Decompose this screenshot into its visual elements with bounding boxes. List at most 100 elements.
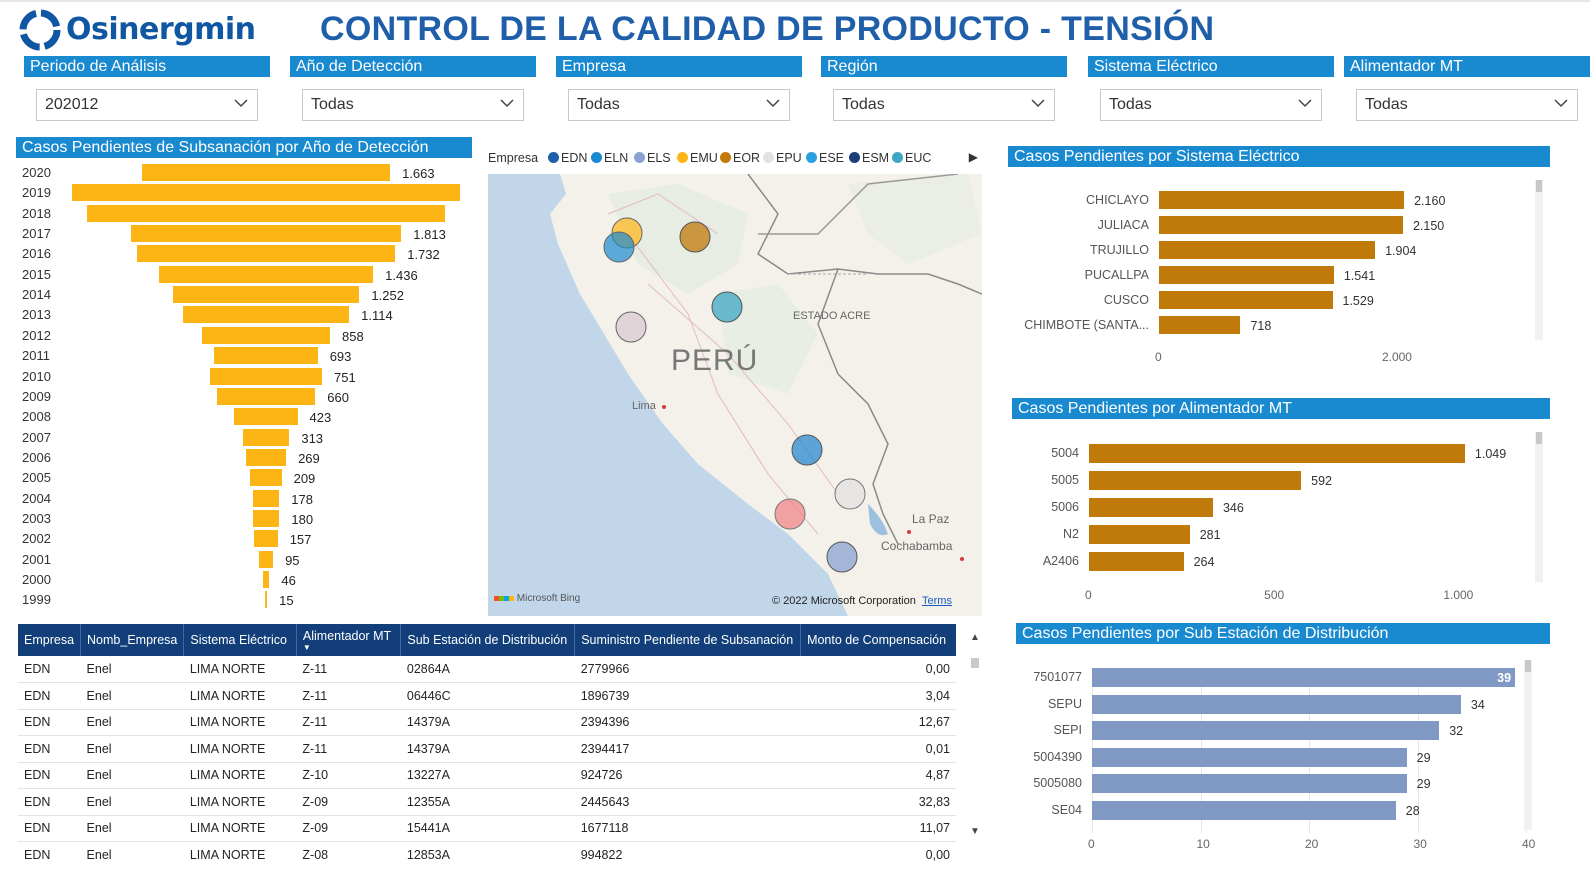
funnel-bar[interactable] [201, 326, 330, 344]
bar[interactable] [1092, 774, 1407, 793]
funnel-bar[interactable] [254, 530, 278, 548]
scroll-up-icon[interactable]: ▲ [970, 632, 980, 643]
bar[interactable] [1159, 291, 1333, 309]
funnel-bar[interactable] [216, 387, 316, 405]
funnel-bar[interactable] [182, 306, 350, 324]
chevron-down-icon [234, 99, 248, 108]
sistema-chart-scrollbar[interactable] [1535, 180, 1543, 340]
table-cell: 12,67 [918, 715, 950, 730]
category-label: CHICLAYO [1086, 193, 1149, 207]
scroll-down-icon[interactable]: ▼ [970, 826, 980, 837]
bar[interactable] [1089, 471, 1302, 490]
legend-item-emu[interactable]: EMU [677, 151, 718, 165]
col-header-sistema[interactable]: Sistema Eléctrico [183, 624, 297, 656]
legend-item-ese[interactable]: ESE [806, 151, 844, 165]
legend-item-eln[interactable]: ELN [591, 151, 628, 165]
legend-item-els[interactable]: ELS [634, 151, 671, 165]
table-row[interactable]: EDN Enel LIMA NORTE Z-11 02864A 2779966 0,00 [18, 656, 956, 683]
category-label: TRUJILLO [1089, 243, 1149, 257]
region-dropdown[interactable]: Todas [833, 89, 1055, 121]
scroll-thumb[interactable] [971, 658, 979, 668]
legend-item-euc[interactable]: EUC [892, 151, 931, 165]
funnel-bar[interactable] [252, 489, 280, 507]
funnel-year-label: 2007 [22, 429, 51, 445]
bar[interactable] [1092, 721, 1440, 740]
table-row[interactable]: EDN Enel LIMA NORTE Z-09 12355A 2445643 32,83 [18, 789, 956, 815]
bar[interactable] [1159, 266, 1334, 284]
map-visual[interactable]: PERÚ ESTADO ACRE Lima La Paz Cochabamba … [488, 174, 982, 616]
bar[interactable] [1159, 316, 1241, 334]
funnel-value-label: 46 [281, 573, 296, 588]
bar[interactable] [1089, 444, 1465, 463]
col-header-alimentador[interactable]: Alimentador MT ▼ [296, 624, 402, 656]
funnel-bar[interactable] [258, 550, 274, 568]
legend-item-esm[interactable]: ESM [849, 151, 889, 165]
funnel-bar[interactable] [72, 184, 460, 202]
table-row[interactable]: EDN Enel LIMA NORTE Z-09 15441A 1677118 11,07 [18, 815, 956, 842]
subestacion-bar-chart[interactable]: 0 10 20 30 40 7501077 39 SEPU 34 SEPI 32 5004390 29 5… [1016, 657, 1550, 857]
bar[interactable] [1159, 191, 1405, 209]
col-header-monto[interactable]: Monto de Compensación [807, 633, 947, 647]
table-row[interactable]: EDN Enel LIMA NORTE Z-11 14379A 2394396 12,67 [18, 709, 956, 736]
sistema-bar-chart[interactable]: 0 2.000 CHICLAYO 2.160 JULIACA 2.150 TRUJILLO 1… [1008, 180, 1550, 370]
bar[interactable] [1092, 800, 1396, 820]
funnel-bar[interactable] [158, 265, 374, 283]
sistema-dropdown[interactable]: Todas [1100, 89, 1322, 121]
funnel-bar[interactable] [136, 245, 396, 263]
funnel-bar[interactable] [234, 408, 298, 426]
map-region-label: ESTADO ACRE [793, 310, 871, 322]
table-cell: LIMA NORTE [189, 688, 266, 703]
funnel-bar[interactable] [245, 448, 287, 466]
periodo-dropdown[interactable]: 202012 [36, 89, 258, 121]
slicer-alimentador: Alimentador MT Todas [1344, 56, 1590, 126]
col-header-nomb-empresa[interactable]: Nomb_Empresa [80, 624, 185, 656]
funnel-bar[interactable] [262, 571, 270, 588]
table-row[interactable]: EDN Enel LIMA NORTE Z-10 13227A 924726 4,87 [18, 762, 956, 789]
table-cell: 12355A [406, 794, 450, 809]
legend-next-icon[interactable]: ▶ [968, 150, 978, 164]
map-city-lima: Lima [632, 400, 656, 412]
category-label: 7501077 [1033, 670, 1082, 684]
funnel-year-label: 2006 [22, 449, 51, 465]
col-header-subestacion[interactable]: Sub Estación de Distribución [400, 624, 576, 656]
funnel-chart[interactable]: 2020 1.663 2019 2018 2017 1.813 2016 1.732 2015 1… [16, 162, 472, 612]
table-row[interactable]: EDN Enel LIMA NORTE Z-11 06446C 1896739 3,04 [18, 683, 956, 709]
bar[interactable] [1089, 498, 1213, 517]
table-scrollbar[interactable]: ▲ ▼ [968, 628, 982, 840]
bar[interactable] [1159, 216, 1403, 234]
legend-item-epu[interactable]: EPU [763, 151, 802, 165]
funnel-year-label: 2018 [22, 205, 51, 221]
funnel-bar[interactable] [172, 286, 360, 304]
bar[interactable] [1092, 668, 1516, 687]
funnel-bar[interactable] [250, 469, 282, 487]
subestacion-chart-scrollbar[interactable] [1524, 660, 1532, 830]
empresa-dropdown[interactable]: Todas [568, 89, 790, 121]
bar[interactable] [1092, 747, 1407, 767]
legend-item-edn[interactable]: EDN [548, 151, 587, 165]
funnel-bar[interactable] [242, 428, 290, 446]
col-header-suministro[interactable]: Suministro Pendiente de Subsanación [574, 624, 802, 656]
alimentador-chart-scrollbar[interactable] [1535, 432, 1543, 582]
funnel-bar[interactable] [252, 509, 280, 527]
col-header-empresa[interactable]: Empresa [18, 624, 82, 656]
table-cell: LIMA NORTE [189, 768, 266, 783]
table-row[interactable]: EDN Enel LIMA NORTE Z-11 14379A 2394417 0,01 [18, 736, 956, 762]
funnel-bar[interactable] [209, 367, 323, 385]
bar[interactable] [1159, 241, 1376, 259]
funnel-bar[interactable] [214, 347, 318, 365]
alimentador-dropdown[interactable]: Todas [1356, 89, 1578, 121]
table-row[interactable]: EDN Enel LIMA NORTE Z-08 12853A 994822 0,00 [18, 842, 956, 863]
funnel-bar[interactable] [264, 591, 268, 609]
funnel-bar[interactable] [86, 204, 446, 222]
map-terms-link[interactable]: Terms [922, 595, 952, 607]
table-cell: Z-08 [302, 847, 329, 862]
funnel-bar[interactable] [130, 225, 402, 243]
slicer-header: Empresa [556, 56, 802, 77]
funnel-bar[interactable] [141, 164, 391, 181]
bar[interactable] [1089, 525, 1190, 544]
anio-dropdown[interactable]: Todas [302, 89, 524, 121]
legend-item-eor[interactable]: EOR [720, 151, 760, 165]
alimentador-bar-chart[interactable]: 0 500 1.000 5004 1.049 5005 592 5006 346 N2 281 A24… [1012, 432, 1550, 612]
bar[interactable] [1092, 694, 1461, 714]
bar[interactable] [1089, 552, 1184, 571]
